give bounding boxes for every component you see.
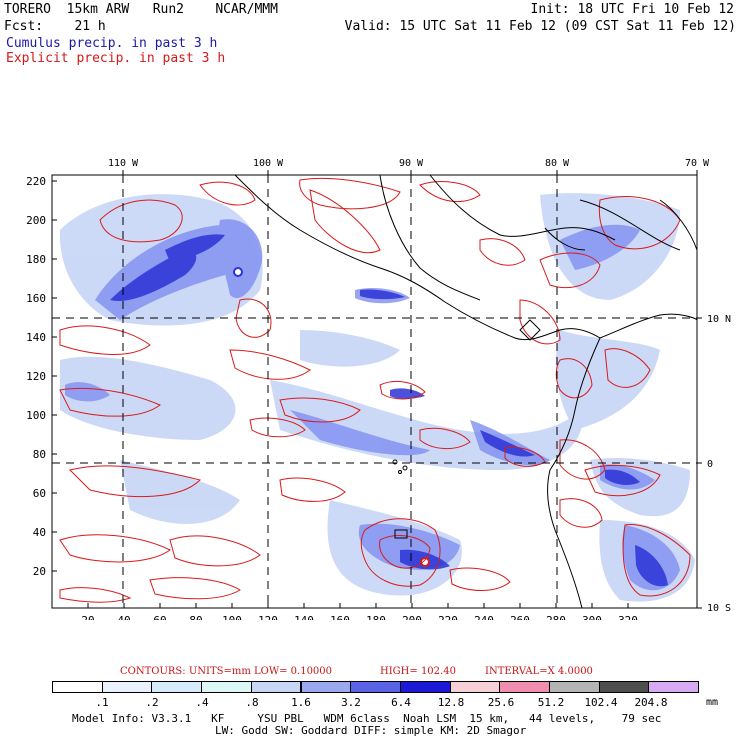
y-tick-140: 140 [26, 331, 46, 344]
x-tick-160: 160 [330, 614, 350, 620]
x-tick-100: 100 [222, 614, 242, 620]
y-tick-80: 80 [33, 448, 46, 461]
y-tick-220: 220 [26, 175, 46, 188]
lat-lon-grid [52, 175, 697, 608]
x-tick-300: 300 [582, 614, 602, 620]
colorbar-cell [52, 681, 103, 693]
colorbar-cell [201, 681, 252, 693]
x-tick-60: 60 [153, 614, 166, 620]
init-time: Init: 18 UTC Fri 10 Feb 12 [530, 2, 735, 17]
y-tick-60: 60 [33, 487, 46, 500]
contour-high: HIGH= 102.40 [380, 666, 456, 677]
y-tick-40: 40 [33, 526, 46, 539]
colorbar-label: 204.8 [634, 696, 668, 709]
colorbar-label: 25.6 [487, 696, 515, 709]
colorbar-cell [350, 681, 401, 693]
lon-label-80w: 80 W [545, 158, 570, 169]
y-tick-100: 100 [26, 409, 46, 422]
colorbar-label: 1.6 [291, 696, 311, 709]
colorbar-cell [598, 681, 650, 693]
forecast-hour: Fcst: 21 h [4, 19, 106, 34]
colorbar-cell [300, 681, 352, 693]
x-tick-20: 20 [81, 614, 94, 620]
colorbar-label: .8 [245, 696, 259, 709]
colorbar-cell [549, 681, 600, 693]
valid-time: Valid: 15 UTC Sat 11 Feb 12 (09 CST Sat … [344, 19, 736, 34]
colorbar-cell [449, 681, 501, 693]
x-tick-40: 40 [117, 614, 130, 620]
x-tick-220: 220 [438, 614, 458, 620]
coastlines [234, 174, 698, 609]
x-tick-180: 180 [366, 614, 386, 620]
colorbar-label: .1 [95, 696, 109, 709]
y-tick-180: 180 [26, 253, 46, 266]
lat-label-0: 0 [707, 459, 713, 470]
colorbar-label: 3.2 [341, 696, 361, 709]
y-tick-200: 200 [26, 214, 46, 227]
colorbar-label: 102.4 [584, 696, 618, 709]
colorbar-cell [399, 681, 451, 693]
x-tick-320: 320 [618, 614, 638, 620]
colorbar-cell [648, 681, 700, 693]
lon-label-110w: 110 W [108, 158, 139, 169]
y-tick-160: 160 [26, 292, 46, 305]
colorbar-cell [151, 681, 203, 693]
colorbar-cell [101, 681, 153, 693]
legend-explicit: Explicit precip. in past 3 h [6, 51, 226, 66]
lon-label-70w: 70 W [685, 158, 710, 169]
x-tick-120: 120 [258, 614, 278, 620]
colorbar-label: 51.2 [537, 696, 565, 709]
colorbar-label: 12.8 [437, 696, 465, 709]
lon-label-100w: 100 W [253, 158, 284, 169]
contour-info: CONTOURS: UNITS=mm LOW= 0.10000 [120, 666, 333, 677]
colorbar-unit: mm [705, 697, 719, 708]
model-info-line1: Model Info: V3.3.1 KF YSU PBL WDM 6class… [72, 712, 662, 725]
lat-label-10s: 10 S [707, 603, 731, 614]
x-tick-140: 140 [294, 614, 314, 620]
colorbar-label: .2 [145, 696, 159, 709]
x-tick-280: 280 [546, 614, 566, 620]
x-tick-260: 260 [510, 614, 530, 620]
x-tick-200: 200 [402, 614, 422, 620]
lat-label-10n: 10 N [707, 314, 731, 325]
colorbar-cell [499, 681, 550, 693]
colorbar-label: 6.4 [391, 696, 411, 709]
legend-cumulus: Cumulus precip. in past 3 h [6, 36, 218, 51]
model-info-line2: LW: Godd SW: Goddard DIFF: simple KM: 2D… [215, 724, 527, 737]
x-tick-80: 80 [189, 614, 202, 620]
y-tick-120: 120 [26, 370, 46, 383]
x-tick-240: 240 [474, 614, 494, 620]
precip-map: 110 W 100 W 90 W 80 W 70 W 10 N 0 10 S 2… [26, 158, 731, 620]
y-tick-20: 20 [33, 565, 46, 578]
contour-interval: INTERVAL=X 4.0000 [485, 666, 593, 677]
colorbar-cell [250, 681, 302, 693]
precip-fields [59, 177, 695, 603]
model-title: TORERO 15km ARW Run2 NCAR/MMM [4, 2, 278, 17]
colorbar-label: .4 [195, 696, 209, 709]
lon-label-90w: 90 W [399, 158, 424, 169]
